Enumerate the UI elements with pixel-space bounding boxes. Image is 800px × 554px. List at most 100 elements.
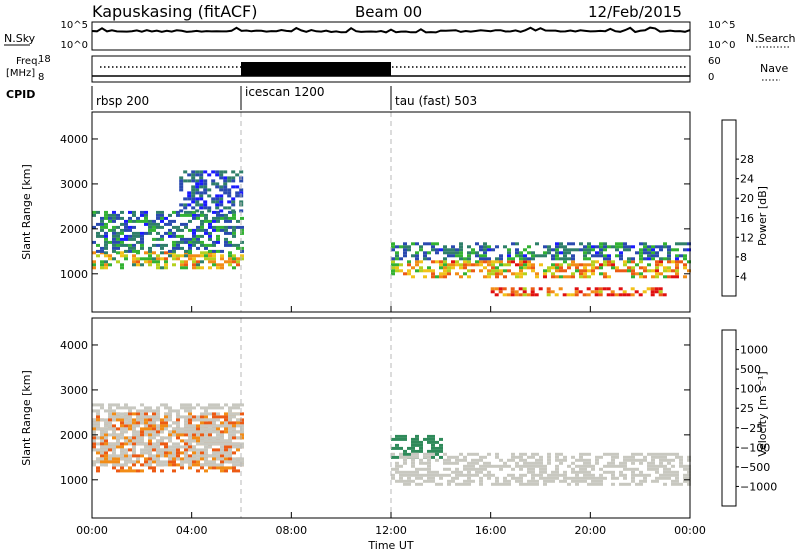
echo-cell bbox=[403, 461, 407, 465]
echo-cell bbox=[471, 461, 475, 465]
echo-cell bbox=[128, 427, 132, 431]
echo-cell bbox=[599, 455, 603, 459]
echo-cell bbox=[152, 237, 156, 241]
echo-cell bbox=[435, 248, 439, 252]
echo-cell bbox=[104, 222, 108, 226]
echo-cell bbox=[514, 290, 519, 294]
echo-cell bbox=[179, 179, 184, 183]
echo-cell bbox=[184, 406, 188, 410]
echo-cell bbox=[419, 260, 423, 264]
echo-cell bbox=[112, 415, 116, 419]
echo-cell bbox=[144, 257, 148, 261]
echo-cell bbox=[571, 263, 575, 267]
echo-cell bbox=[124, 219, 128, 223]
echo-cell bbox=[483, 242, 487, 246]
echo-cell bbox=[132, 231, 136, 235]
echo-cell bbox=[128, 436, 132, 440]
echo-cell bbox=[112, 418, 116, 422]
echo-cell bbox=[176, 427, 180, 431]
echo-cell bbox=[104, 451, 108, 455]
echo-cell bbox=[156, 424, 160, 428]
echo-cell bbox=[643, 257, 647, 261]
echo-cell bbox=[403, 470, 407, 474]
echo-cell bbox=[196, 448, 200, 452]
echo-cell bbox=[427, 266, 431, 270]
echo-cell bbox=[451, 260, 455, 264]
echo-cell bbox=[188, 463, 192, 467]
echo-cell bbox=[491, 464, 495, 468]
echo-cell bbox=[395, 443, 399, 447]
power-colorbar-label: Power [dB] bbox=[756, 186, 769, 246]
echo-cell bbox=[603, 257, 607, 261]
echo-cell bbox=[510, 293, 515, 297]
echo-cell bbox=[391, 473, 395, 477]
echo-cell bbox=[623, 467, 627, 471]
echo-cell bbox=[459, 257, 463, 261]
echo-cell bbox=[128, 409, 132, 413]
echo-cell bbox=[96, 451, 100, 455]
echo-cell bbox=[423, 269, 427, 273]
echo-cell bbox=[108, 213, 112, 217]
colorbar-tick-label: 4 bbox=[740, 270, 747, 283]
echo-cell bbox=[104, 454, 108, 458]
echo-cell bbox=[586, 293, 591, 297]
echo-cell bbox=[551, 470, 555, 474]
echo-cell bbox=[507, 251, 511, 255]
echo-cell bbox=[415, 269, 419, 273]
echo-cell bbox=[523, 461, 527, 465]
echo-cell bbox=[627, 269, 631, 273]
echo-cell bbox=[635, 452, 639, 456]
echo-cell bbox=[208, 421, 212, 425]
echo-cell bbox=[108, 442, 112, 446]
echo-cell bbox=[196, 418, 200, 422]
echo-cell bbox=[407, 269, 411, 273]
echo-cell bbox=[599, 245, 603, 249]
echo-cell bbox=[152, 460, 156, 464]
echo-cell bbox=[435, 275, 439, 279]
echo-cell bbox=[579, 458, 583, 462]
echo-cell bbox=[232, 427, 236, 431]
echo-cell bbox=[184, 427, 188, 431]
echo-cell bbox=[475, 452, 479, 456]
echo-cell bbox=[128, 234, 132, 238]
echo-cell bbox=[220, 445, 224, 449]
colorbar-tick-label: −1000 bbox=[740, 480, 777, 493]
echo-cell bbox=[443, 266, 447, 270]
echo-cell bbox=[571, 467, 575, 471]
echo-cell bbox=[200, 266, 204, 270]
echo-cell bbox=[467, 257, 471, 261]
echo-cell bbox=[655, 479, 659, 483]
echo-cell bbox=[104, 457, 108, 461]
echo-cell bbox=[172, 433, 176, 437]
echo-cell bbox=[475, 254, 479, 258]
echo-cell bbox=[651, 458, 655, 462]
echo-cell bbox=[172, 409, 176, 413]
echo-cell bbox=[583, 275, 587, 279]
echo-cell bbox=[212, 418, 216, 422]
echo-cell bbox=[188, 409, 192, 413]
echo-cell bbox=[148, 436, 152, 440]
echo-cell bbox=[228, 445, 232, 449]
echo-cell bbox=[240, 403, 244, 407]
echo-cell bbox=[659, 248, 663, 252]
echo-cell bbox=[232, 421, 236, 425]
echo-cell bbox=[144, 222, 148, 226]
echo-cell bbox=[216, 463, 220, 467]
echo-cell bbox=[499, 254, 503, 258]
echo-cell bbox=[395, 470, 399, 474]
echo-cell bbox=[427, 269, 431, 273]
echo-cell bbox=[208, 403, 212, 407]
echo-cell bbox=[120, 266, 124, 270]
echo-cell bbox=[431, 440, 435, 444]
echo-cell bbox=[483, 245, 487, 249]
echo-cell bbox=[463, 272, 467, 276]
echo-cell bbox=[551, 254, 555, 258]
echo-cell bbox=[231, 200, 236, 204]
echo-cell bbox=[136, 436, 140, 440]
echo-cell bbox=[116, 403, 120, 407]
echo-cell bbox=[168, 430, 172, 434]
echo-cell bbox=[92, 213, 96, 217]
echo-cell bbox=[539, 263, 543, 267]
echo-cell bbox=[96, 249, 100, 253]
echo-cell bbox=[411, 458, 415, 462]
